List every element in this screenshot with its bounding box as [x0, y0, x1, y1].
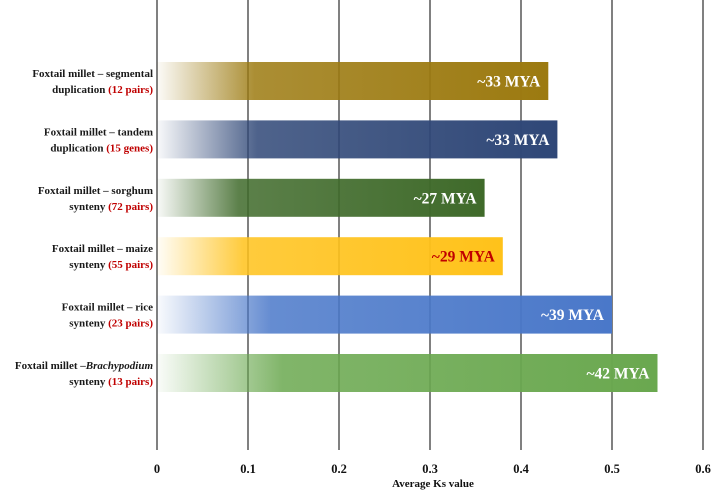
category-label-line2: synteny (72 pairs): [69, 201, 153, 213]
bars: ~33 MYA ~33 MYA ~27 MYA ~29 MYA ~39 MYA ~42 M…: [157, 62, 658, 392]
category-label-line2: duplication (12 pairs): [52, 84, 153, 96]
category-label-line2: synteny (13 pairs): [69, 376, 153, 388]
bar-1: [157, 120, 558, 159]
category-label-line1: Foxtail millet – tandem: [44, 126, 153, 138]
bar-5: [157, 354, 658, 392]
bar-2: [157, 178, 485, 217]
x-tick-label: 0.4: [513, 462, 529, 476]
bar-value-label: ~27 MYA: [414, 190, 478, 207]
bar-4: [157, 295, 612, 334]
x-tick-label: 0.5: [604, 462, 620, 476]
bar-0: [157, 62, 549, 100]
bar-3: [157, 237, 503, 276]
category-labels: Foxtail millet – segmental duplication (1…: [15, 68, 154, 388]
x-tick-label: 0.1: [240, 462, 256, 476]
category-label-line1: Foxtail millet –Brachypodium: [15, 360, 154, 372]
x-tick-label: 0.6: [695, 462, 711, 476]
bar-value-label: ~29 MYA: [432, 249, 496, 266]
category-label-line2: synteny (55 pairs): [69, 259, 153, 271]
category-label-line1: Foxtail millet – segmental: [32, 68, 153, 80]
x-tick-label: 0.3: [422, 462, 438, 476]
x-axis-ticks: 0 0.1 0.2 0.3 0.4 0.5 0.6: [154, 462, 711, 476]
bar-value-label: ~33 MYA: [486, 132, 550, 149]
category-label-line2: synteny (23 pairs): [69, 318, 153, 330]
x-tick-label: 0.2: [331, 462, 347, 476]
category-label-line2: duplication (15 genes): [50, 142, 153, 154]
bar-value-label: ~39 MYA: [541, 307, 605, 324]
category-label-line1: Foxtail millet – maize: [52, 243, 153, 255]
bar-value-label: ~33 MYA: [477, 74, 541, 91]
category-label-line1: Foxtail millet – sorghum: [38, 185, 153, 197]
x-axis-title: Average Ks value: [392, 478, 474, 490]
category-label-line1: Foxtail millet – rice: [62, 302, 153, 314]
x-tick-label: 0: [154, 462, 160, 476]
bar-value-label: ~42 MYA: [586, 366, 650, 383]
